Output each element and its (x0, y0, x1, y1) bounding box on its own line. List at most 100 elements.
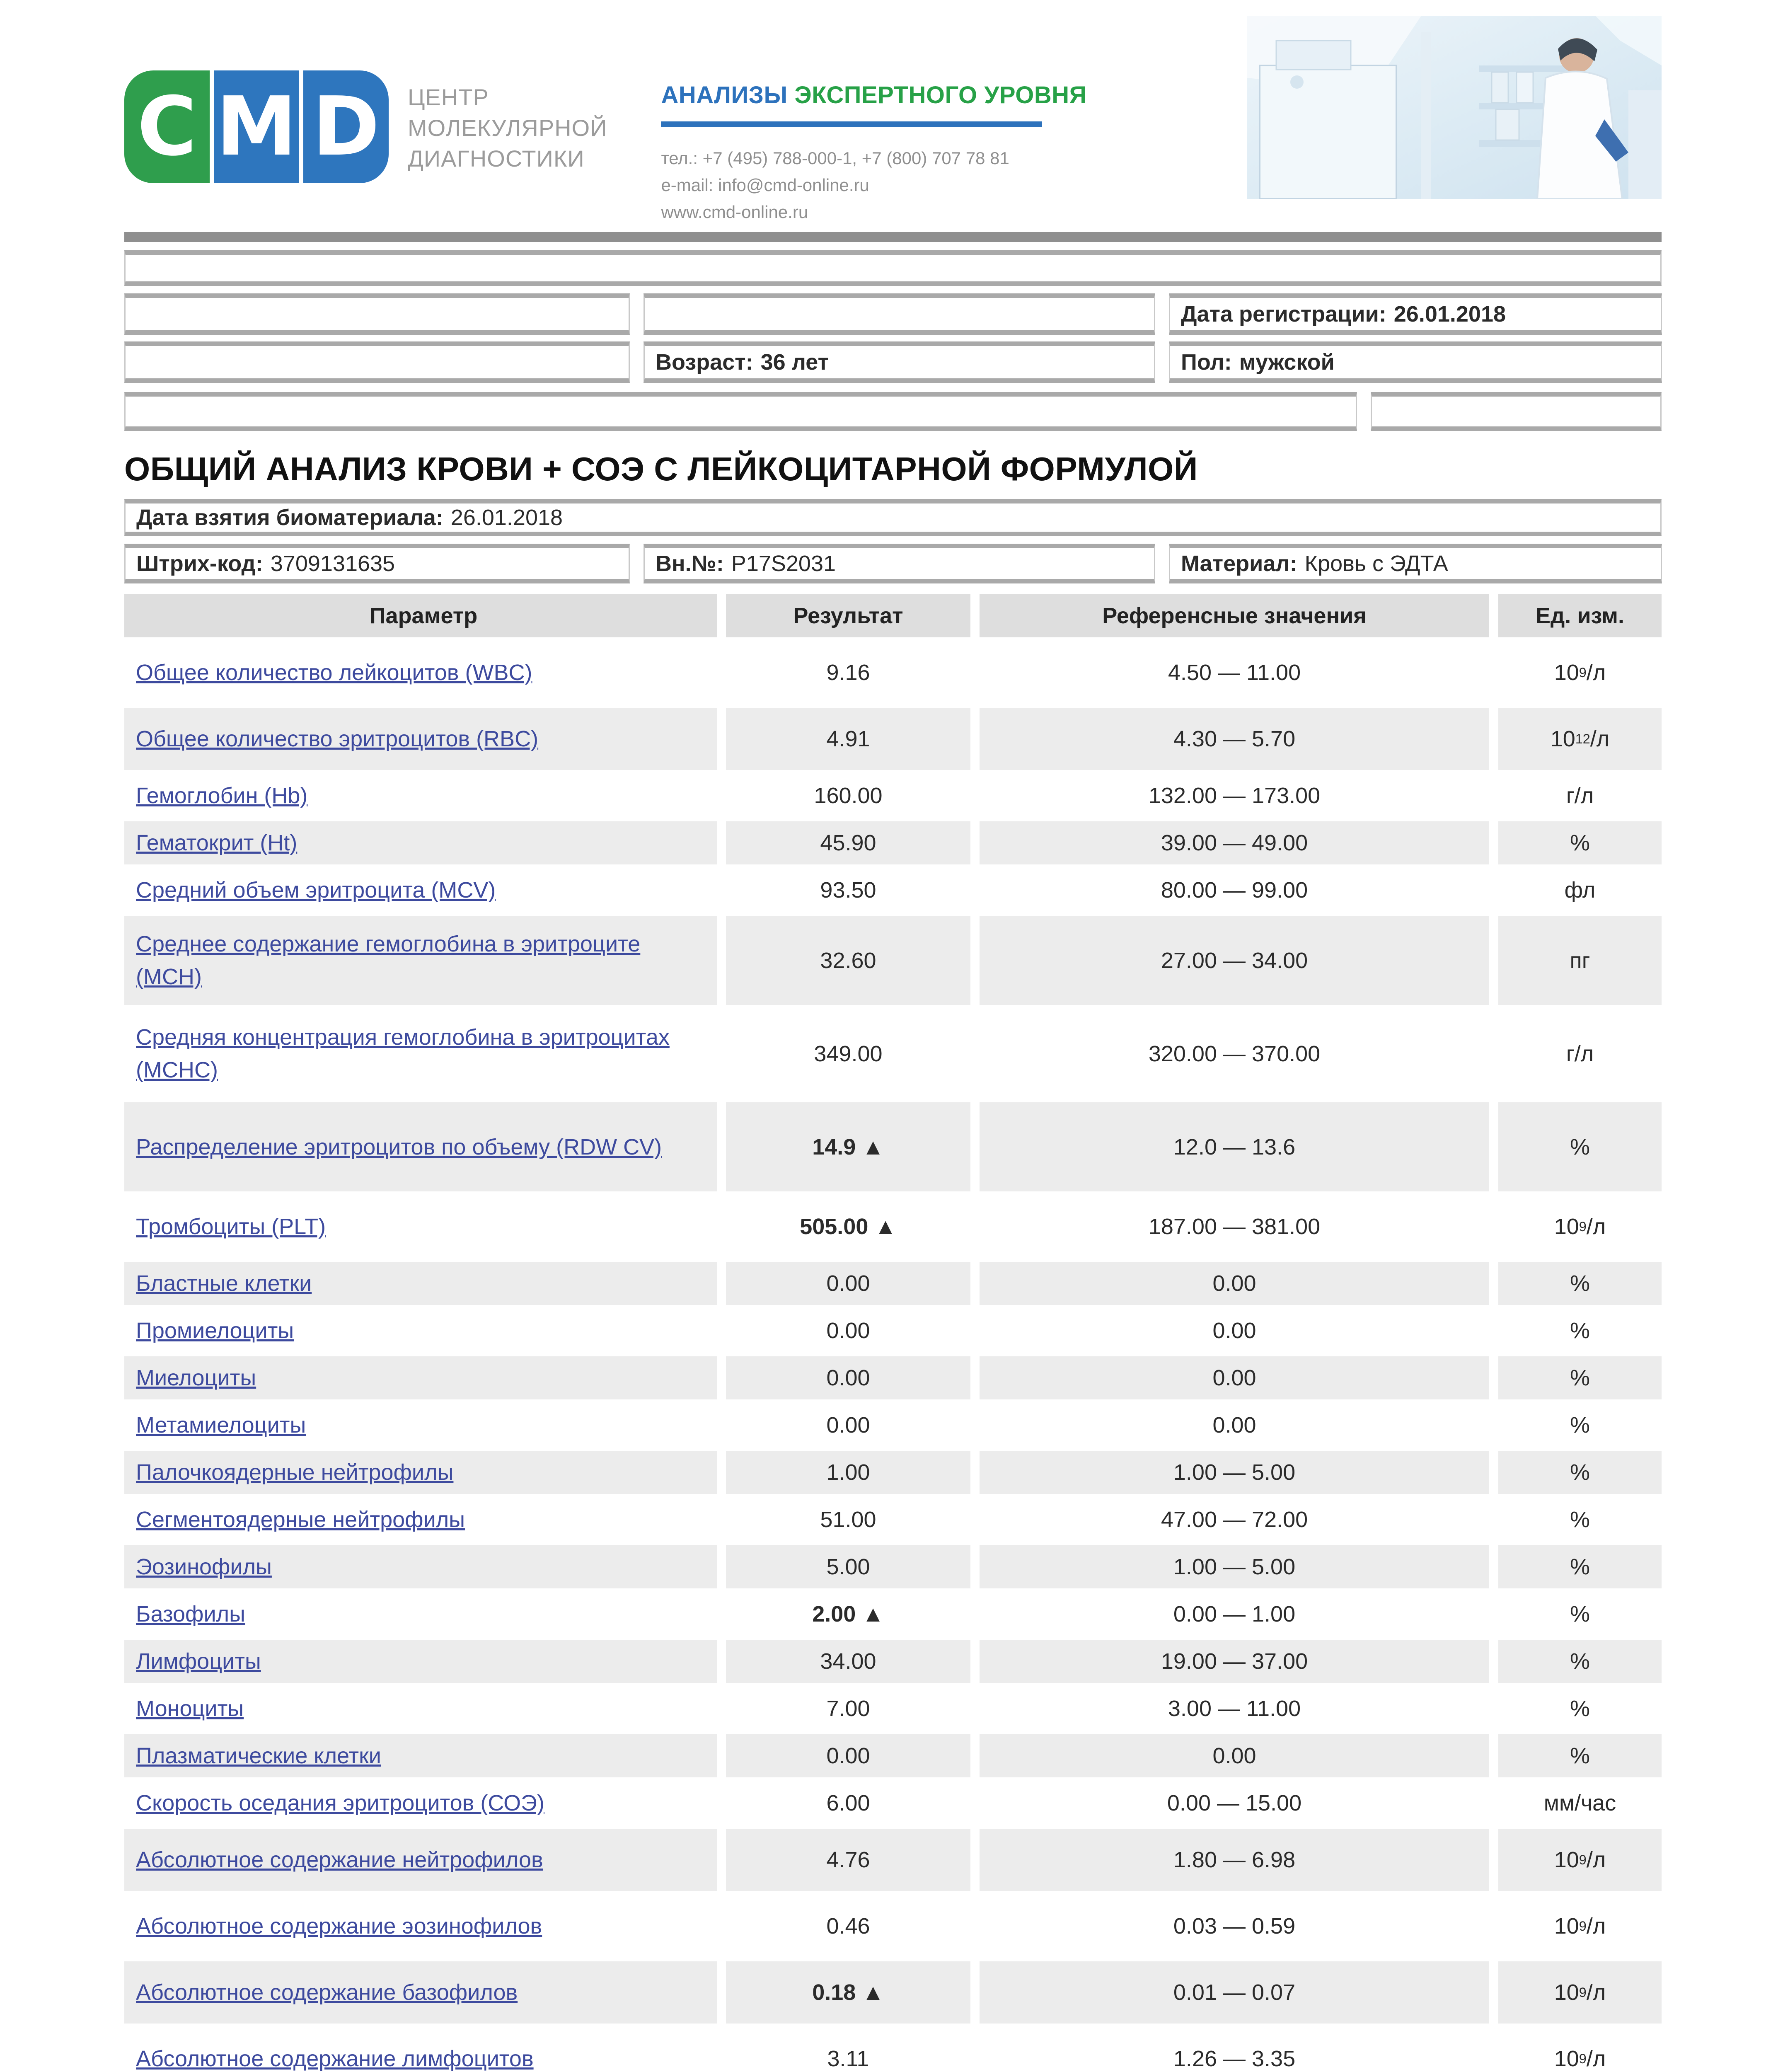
parameter-link[interactable]: Общее количество эритроцитов (RBC) (136, 726, 539, 752)
material-value: Кровь с ЭДТА (1304, 551, 1448, 576)
parameter-link[interactable]: Средний объем эритроцита (MCV) (136, 878, 496, 903)
table-row: Средняя концентрация гемоглобина в эритр… (124, 1009, 1662, 1099)
result-cell: 0.00 (726, 1356, 970, 1400)
parameter-cell: Промиелоциты (124, 1309, 717, 1353)
parameter-link[interactable]: Промиелоциты (136, 1318, 294, 1343)
parameter-link[interactable]: Сегментоядерные нейтрофилы (136, 1507, 465, 1532)
unit-cell: % (1498, 1451, 1662, 1494)
logo-letter-m: M (214, 70, 299, 183)
table-row: Промиелоциты 0.00 0.00% (124, 1309, 1662, 1353)
table-row: Общее количество эритроцитов (RBC) 4.91 4.… (124, 708, 1662, 770)
tagline-analyses: АНАЛИЗЫ (661, 82, 788, 109)
material-label: Материал: (1181, 551, 1297, 576)
internal-number-label: Вн.№: (656, 551, 724, 576)
table-row: Среднее содержание гемоглобина в эритроц… (124, 916, 1662, 1005)
parameter-link[interactable]: Гематокрит (Ht) (136, 830, 298, 856)
parameter-link[interactable]: Скорость оседания эритроцитов (СОЭ) (136, 1791, 544, 1816)
reference-range-cell: 47.00 — 72.00 (980, 1498, 1489, 1542)
table-row: Скорость оседания эритроцитов (СОЭ) 6.00 0… (124, 1782, 1662, 1825)
parameter-link[interactable]: Средняя концентрация гемоглобина в эритр… (136, 1025, 670, 1082)
parameter-link[interactable]: Абсолютное содержание нейтрофилов (136, 1847, 543, 1873)
result-cell: 0.18 ▲ (726, 1961, 970, 2024)
reference-range-cell: 132.00 — 173.00 (980, 774, 1489, 818)
unit-cell: % (1498, 1593, 1662, 1636)
reference-range-cell: 0.00 (980, 1404, 1489, 1447)
unit-cell: % (1498, 821, 1662, 865)
parameter-link[interactable]: Эозинофилы (136, 1554, 272, 1580)
reference-range-cell: 187.00 — 381.00 (980, 1196, 1489, 1258)
tagline: АНАЛИЗЫ ЭКСПЕРТНОГО УРОВНЯ (661, 81, 1086, 109)
parameter-link[interactable]: Лимфоциты (136, 1649, 261, 1674)
internal-number-box: Вн.№: P17S2031 (643, 544, 1155, 584)
result-cell: 0.00 (726, 1309, 970, 1353)
reference-range-cell: 19.00 — 37.00 (980, 1640, 1489, 1683)
parameter-cell: Тромбоциты (PLT) (124, 1196, 717, 1258)
unit-cell: % (1498, 1734, 1662, 1778)
reference-range-cell: 3.00 — 11.00 (980, 1687, 1489, 1731)
logo-subtitle-line1: ЦЕНТР (408, 84, 489, 110)
email-line[interactable]: e-mail: info@cmd-online.ru (661, 175, 869, 195)
parameter-cell: Гемоглобин (Hb) (124, 774, 717, 818)
logo-subtitle-line3: ДИАГНОСТИКИ (408, 145, 585, 172)
parameter-cell: Лимфоциты (124, 1640, 717, 1683)
result-cell: 2.00 ▲ (726, 1593, 970, 1636)
logo-letter-d: D (303, 70, 389, 183)
result-cell: 0.00 (726, 1734, 970, 1778)
parameter-cell: Сегментоядерные нейтрофилы (124, 1498, 717, 1542)
age-box: Возраст: 36 лет (643, 341, 1155, 383)
unit-cell: 10 9/л (1498, 1196, 1662, 1258)
parameter-link[interactable]: Палочкоядерные нейтрофилы (136, 1460, 454, 1485)
parameter-link[interactable]: Абсолютное содержание базофилов (136, 1980, 518, 2005)
parameter-link[interactable]: Распределение эритроцитов по объему (RDW… (136, 1134, 662, 1159)
header-reference-text: Референсные значения (1102, 603, 1367, 629)
unit-cell: % (1498, 1404, 1662, 1447)
parameter-link[interactable]: Бластные клетки (136, 1271, 312, 1296)
reference-range-cell: 0.00 — 15.00 (980, 1782, 1489, 1825)
unit-cell: % (1498, 1640, 1662, 1683)
reference-range-cell: 1.80 — 6.98 (980, 1829, 1489, 1891)
table-row: Моноциты 7.00 3.00 — 11.00% (124, 1687, 1662, 1731)
reference-range-cell: 1.00 — 5.00 (980, 1545, 1489, 1589)
reference-range-cell: 0.00 (980, 1734, 1489, 1778)
result-cell: 349.00 (726, 1009, 970, 1099)
parameter-link[interactable]: Абсолютное содержание эозинофилов (136, 1914, 542, 1939)
parameter-cell: Палочкоядерные нейтрофилы (124, 1451, 717, 1494)
reference-range-cell: 0.00 (980, 1262, 1489, 1305)
parameter-link[interactable]: Базофилы (136, 1602, 245, 1627)
result-cell: 93.50 (726, 869, 970, 912)
header-result-text: Результат (793, 603, 903, 629)
unit-cell: % (1498, 1545, 1662, 1589)
empty-box-3 (124, 341, 630, 383)
parameter-link[interactable]: Метамиелоциты (136, 1413, 306, 1438)
parameter-link[interactable]: Абсолютное содержание лимфоцитов (136, 2046, 534, 2072)
unit-cell: мм/час (1498, 1782, 1662, 1825)
parameter-link[interactable]: Плазматические клетки (136, 1743, 381, 1769)
unit-cell: % (1498, 1356, 1662, 1400)
result-cell: 3.11 (726, 2028, 970, 2072)
result-cell: 9.16 (726, 641, 970, 704)
header-parameter: Параметр (124, 594, 717, 638)
unit-cell: % (1498, 1262, 1662, 1305)
table-row: Абсолютное содержание лимфоцитов 3.11 1.26… (124, 2028, 1662, 2072)
reference-range-cell: 12.0 — 13.6 (980, 1102, 1489, 1192)
tagline-underline (661, 121, 1043, 127)
parameter-cell: Общее количество лейкоцитов (WBC) (124, 641, 717, 704)
parameter-link[interactable]: Миелоциты (136, 1365, 256, 1391)
parameter-link[interactable]: Среднее содержание гемоглобина в эритроц… (136, 932, 641, 989)
parameter-link[interactable]: Общее количество лейкоцитов (WBC) (136, 660, 532, 685)
website-line[interactable]: www.cmd-online.ru (661, 202, 808, 222)
parameter-link[interactable]: Гемоглобин (Hb) (136, 783, 308, 808)
parameter-link[interactable]: Тромбоциты (PLT) (136, 1214, 326, 1239)
table-row: Абсолютное содержание базофилов 0.18 ▲ 0.0… (124, 1961, 1662, 2024)
parameter-link[interactable]: Моноциты (136, 1696, 244, 1721)
parameter-cell: Базофилы (124, 1593, 717, 1636)
result-cell: 0.46 (726, 1895, 970, 1958)
table-row: Абсолютное содержание нейтрофилов 4.76 1.8… (124, 1829, 1662, 1891)
patient-name-box (124, 250, 1662, 286)
result-cell: 160.00 (726, 774, 970, 818)
reference-range-cell: 80.00 — 99.00 (980, 869, 1489, 912)
registration-date-box: Дата регистрации: 26.01.2018 (1169, 293, 1662, 335)
tagline-expert-level: ЭКСПЕРТНОГО УРОВНЯ (794, 82, 1087, 109)
header-reference: Референсные значения (980, 594, 1489, 638)
unit-cell: % (1498, 1309, 1662, 1353)
